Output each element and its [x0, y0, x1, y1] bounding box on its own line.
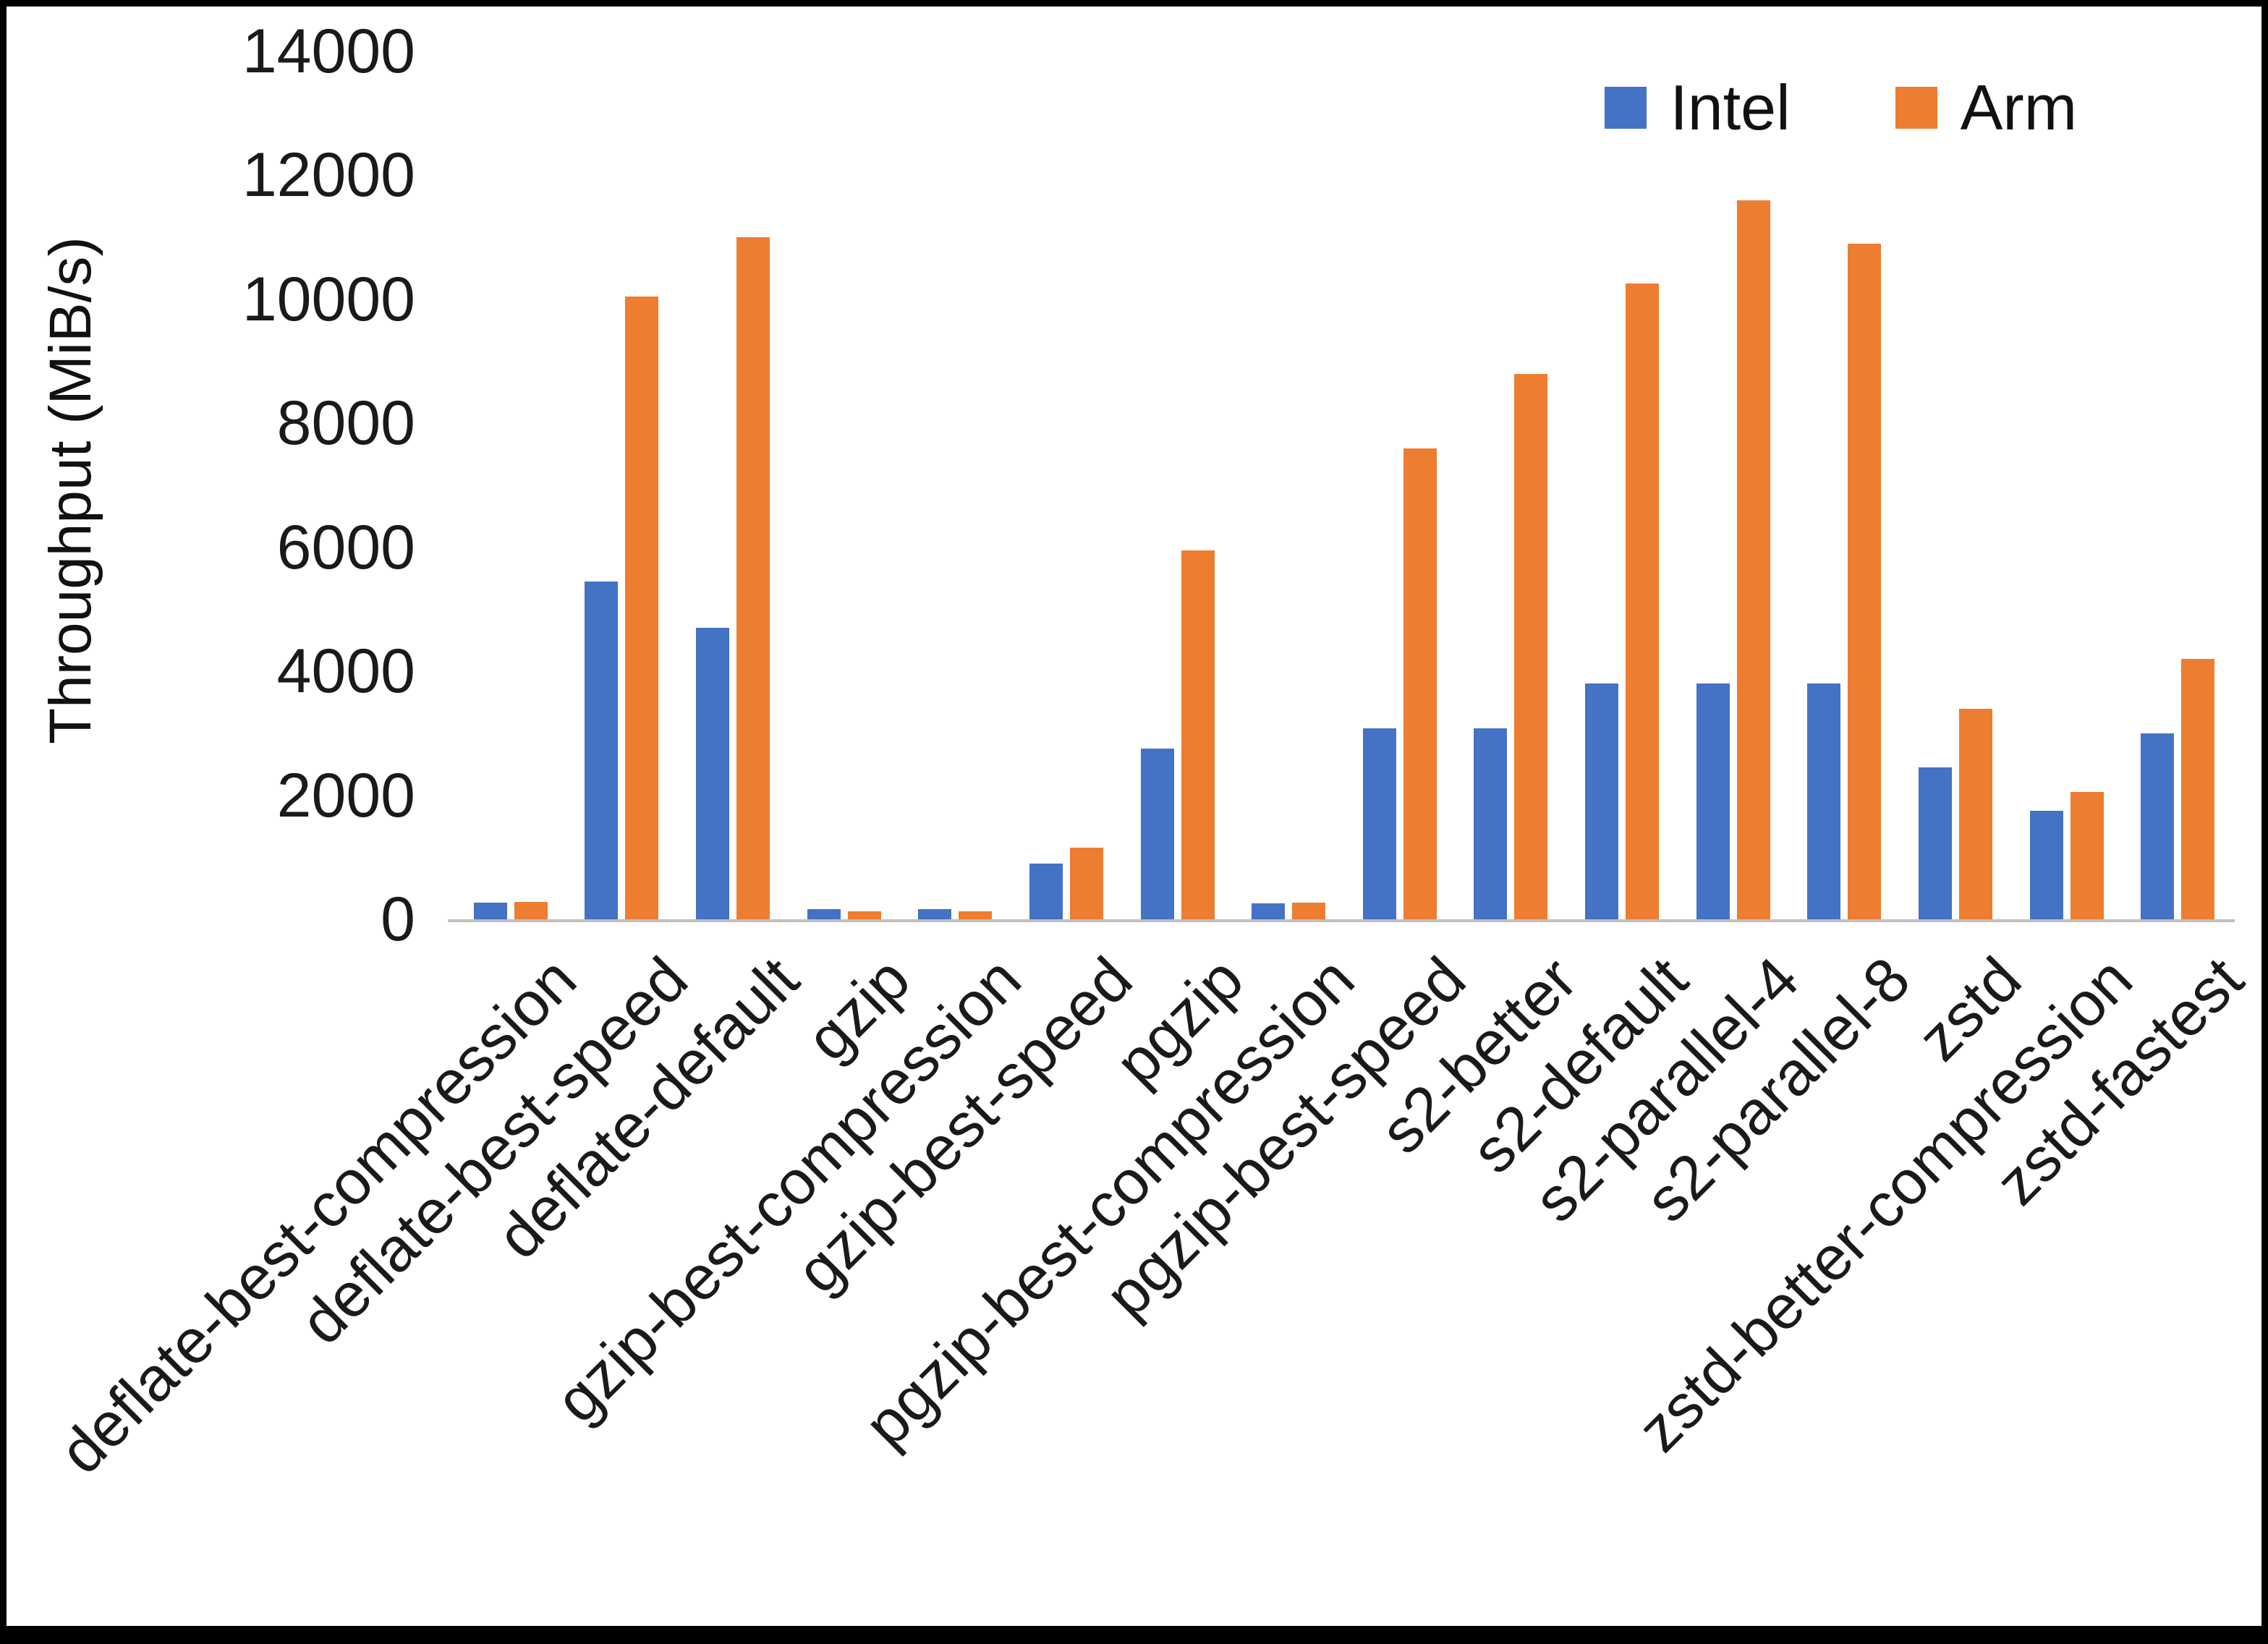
bar-arm-zstd-better-compression	[2070, 792, 2104, 919]
bar-intel-zstd-fastest	[2141, 733, 2175, 919]
bar-intel-s2-better	[1474, 728, 1508, 919]
bar-arm-deflate-best-speed	[625, 296, 659, 919]
bar-intel-s2-parallel-8	[1807, 683, 1841, 919]
y-tick-label: 0	[381, 885, 415, 954]
bar-arm-deflate-best-compression	[514, 902, 548, 919]
bar-arm-deflate-default	[736, 237, 770, 919]
legend-swatch-arm	[1895, 87, 1937, 129]
x-axis-line	[448, 919, 2235, 922]
bar-intel-deflate-best-compression	[473, 902, 507, 919]
bar-intel-zstd-better-compression	[2029, 811, 2063, 919]
bar-arm-gzip-best-speed	[1069, 848, 1103, 919]
bar-arm-zstd	[1958, 708, 1992, 919]
bar-arm-gzip-best-compression	[959, 911, 993, 919]
bar-arm-s2-better	[1514, 373, 1548, 919]
y-tick-label: 14000	[242, 17, 415, 86]
bar-arm-gzip	[847, 911, 881, 919]
legend-swatch-intel	[1605, 87, 1647, 129]
legend: Intel Arm	[1605, 76, 2077, 140]
bar-arm-pgzip-best-compression	[1292, 902, 1326, 919]
bar-intel-deflate-default	[696, 628, 730, 919]
bar-arm-zstd-fastest	[2181, 659, 2215, 919]
bar-intel-pgzip	[1140, 749, 1174, 919]
bar-intel-s2-default	[1585, 683, 1619, 919]
bar-intel-deflate-best-speed	[585, 581, 619, 919]
bar-intel-pgzip-best-speed	[1362, 728, 1396, 919]
bar-intel-gzip-best-speed	[1029, 863, 1063, 919]
bar-intel-s2-parallel-4	[1696, 683, 1730, 919]
bar-arm-s2-default	[1626, 284, 1660, 919]
bar-intel-pgzip-best-compression	[1252, 903, 1286, 919]
chart-canvas: Throughput (MiB/s) Intel Arm 0 2000 4000 600…	[7, 7, 2261, 1626]
y-tick-label: 8000	[276, 388, 415, 459]
y-tick-label: 2000	[276, 760, 415, 830]
bar-arm-pgzip	[1181, 550, 1215, 919]
legend-label-arm: Arm	[1960, 72, 2077, 143]
y-tick-label: 12000	[242, 140, 415, 210]
legend-label-intel: Intel	[1670, 72, 1791, 143]
bar-intel-gzip-best-compression	[918, 909, 952, 919]
bar-arm-s2-parallel-4	[1736, 200, 1770, 919]
legend-item-intel: Intel	[1605, 72, 1791, 143]
legend-item-arm: Arm	[1895, 76, 2077, 140]
bar-arm-pgzip-best-speed	[1403, 448, 1437, 919]
y-tick-label: 10000	[242, 264, 415, 334]
y-tick-label: 4000	[276, 636, 415, 707]
bar-arm-s2-parallel-8	[1848, 243, 1882, 919]
bar-intel-gzip	[807, 909, 841, 919]
y-tick-label: 6000	[276, 512, 415, 582]
bar-intel-zstd	[1918, 767, 1952, 919]
